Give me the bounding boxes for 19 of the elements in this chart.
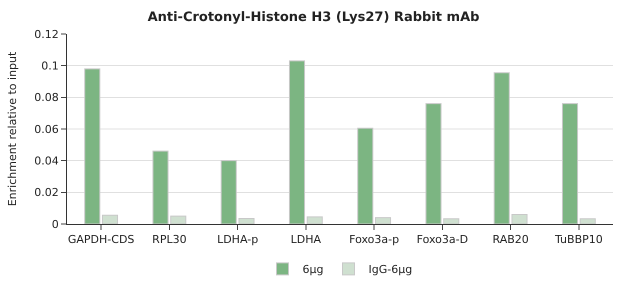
chart-title: Anti-Crotonyl-Histone H3 (Lys27) Rabbit mAb (148, 10, 480, 25)
y-tick-label: 0.1 (41, 60, 59, 73)
x-tick-label: Foxo3a-D (416, 233, 468, 246)
y-tick-label: 0.12 (34, 28, 59, 41)
y-tick-label: 0.06 (34, 122, 59, 136)
x-tick-label: GAPDH-CDS (68, 233, 134, 246)
y-axis-title: Enrichment relative to input (6, 51, 19, 206)
x-tick-label: RPL30 (152, 233, 187, 246)
y-tick-label: 0.02 (34, 186, 59, 200)
x-tick-label: LDHA (290, 233, 322, 246)
x-tick-label: Foxo3a-p (349, 233, 400, 246)
legend-label: 6μg (302, 263, 324, 276)
x-tick-label: LDHA-p (217, 233, 258, 246)
x-tick-label: TuBBP10 (554, 233, 603, 246)
legend-label: IgG-6μg (368, 263, 412, 276)
y-tick-label: 0.04 (34, 154, 59, 168)
y-tick-label: 0 (52, 218, 59, 231)
x-tick-label: RAB20 (492, 233, 529, 246)
y-tick-label: 0.08 (34, 91, 59, 104)
